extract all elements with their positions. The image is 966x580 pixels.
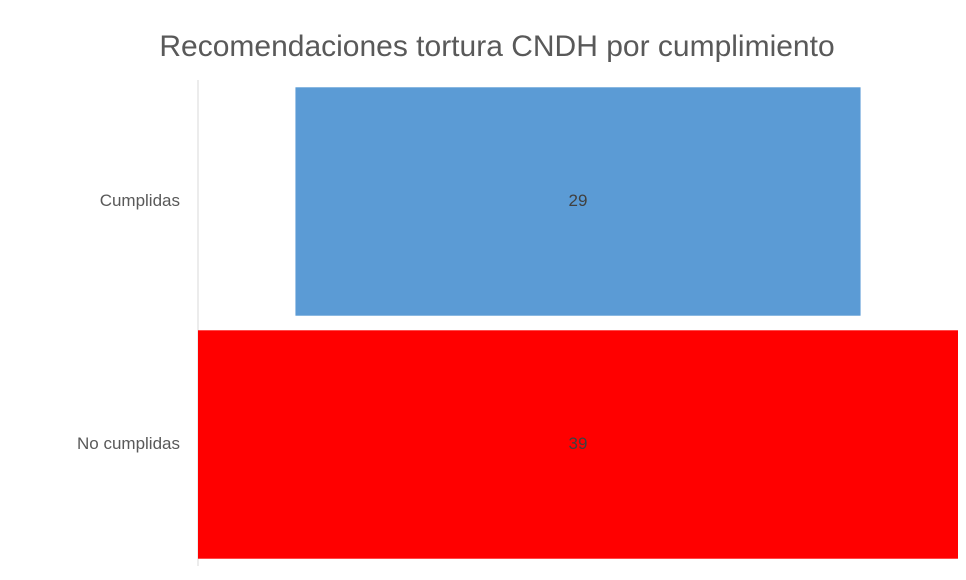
category-label: Cumplidas <box>100 191 180 210</box>
data-label: 39 <box>569 434 588 453</box>
bar <box>295 87 861 316</box>
category-label: No cumplidas <box>77 434 180 453</box>
bar <box>198 330 958 559</box>
data-label: 29 <box>569 191 588 210</box>
chart-title: Recomendaciones tortura CNDH por cumplim… <box>159 30 834 63</box>
